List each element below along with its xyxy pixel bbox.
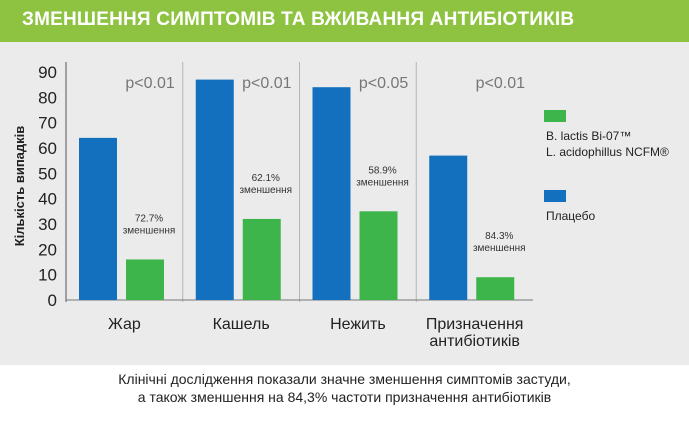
y-axis-title: Кількість випадків	[12, 126, 27, 247]
bar-chart: 0 10 20 30 40 50 60 70 80 90 Кількість випадків p<0…	[12, 62, 669, 350]
reduction-word: зменшення	[473, 243, 526, 254]
x-tick-label: Призначення	[426, 316, 524, 333]
y-tick-label: 80	[38, 88, 57, 107]
p-value-label: p<0.01	[476, 75, 525, 92]
bar-placebo	[79, 137, 117, 300]
reduction-percent: 84.3%	[485, 231, 513, 242]
legend-label: B. lactis Bi-07™	[546, 129, 631, 143]
chart-panel: 0 10 20 30 40 50 60 70 80 90 Кількість випадків p<0…	[0, 42, 689, 365]
bar-probiotic	[476, 277, 515, 300]
legend-label: L. acidophillus NCFM®	[546, 145, 669, 159]
x-tick-label: Нежить	[330, 316, 386, 333]
bar-placebo	[312, 87, 351, 300]
bar-placebo	[195, 79, 234, 300]
p-value-label: p<0.01	[125, 75, 174, 92]
y-tick-label: 10	[38, 266, 57, 285]
y-tick-label: 20	[38, 240, 57, 259]
bar-probiotic	[359, 211, 398, 300]
y-tick-label: 30	[38, 215, 57, 234]
reduction-percent: 62.1%	[252, 173, 280, 184]
footer-line-2: а також зменшення на 84,3% частоти призн…	[137, 389, 552, 405]
y-tick-label: 60	[38, 139, 57, 158]
reduction-word: зменшення	[239, 185, 292, 196]
legend-swatch	[544, 190, 566, 202]
bar-placebo	[429, 155, 468, 300]
p-value-label: p<0.01	[242, 75, 291, 92]
reduction-word: зменшення	[123, 225, 176, 236]
x-tick-label: антибіотиків	[429, 333, 520, 350]
legend-swatch	[544, 110, 566, 122]
y-tick-label: 50	[38, 164, 57, 183]
reduction-percent: 58.9%	[368, 165, 396, 176]
y-tick-label: 40	[38, 190, 57, 209]
y-tick-label: 90	[38, 63, 57, 82]
bar-probiotic	[126, 259, 164, 300]
reduction-word: зменшення	[356, 177, 409, 188]
page-title: ЗМЕНШЕННЯ СИМПТОМІВ ТА ВЖИВАННЯ АНТИБІОТ…	[22, 9, 575, 30]
footer-caption: Клінічні дослідження показали значне зме…	[0, 370, 689, 406]
footer-line-1: Клінічні дослідження показали значне зме…	[118, 371, 571, 387]
x-tick-label: Кашель	[213, 316, 270, 333]
legend-label: Плацебо	[546, 209, 595, 223]
header-bar: ЗМЕНШЕННЯ СИМПТОМІВ ТА ВЖИВАННЯ АНТИБІОТ…	[0, 0, 689, 42]
reduction-percent: 72.7%	[135, 213, 163, 224]
y-tick-label: 0	[48, 291, 57, 310]
p-value-label: p<0.05	[359, 75, 408, 92]
bar-probiotic	[242, 218, 281, 300]
x-tick-label: Жар	[108, 316, 141, 333]
y-tick-label: 70	[38, 114, 57, 133]
